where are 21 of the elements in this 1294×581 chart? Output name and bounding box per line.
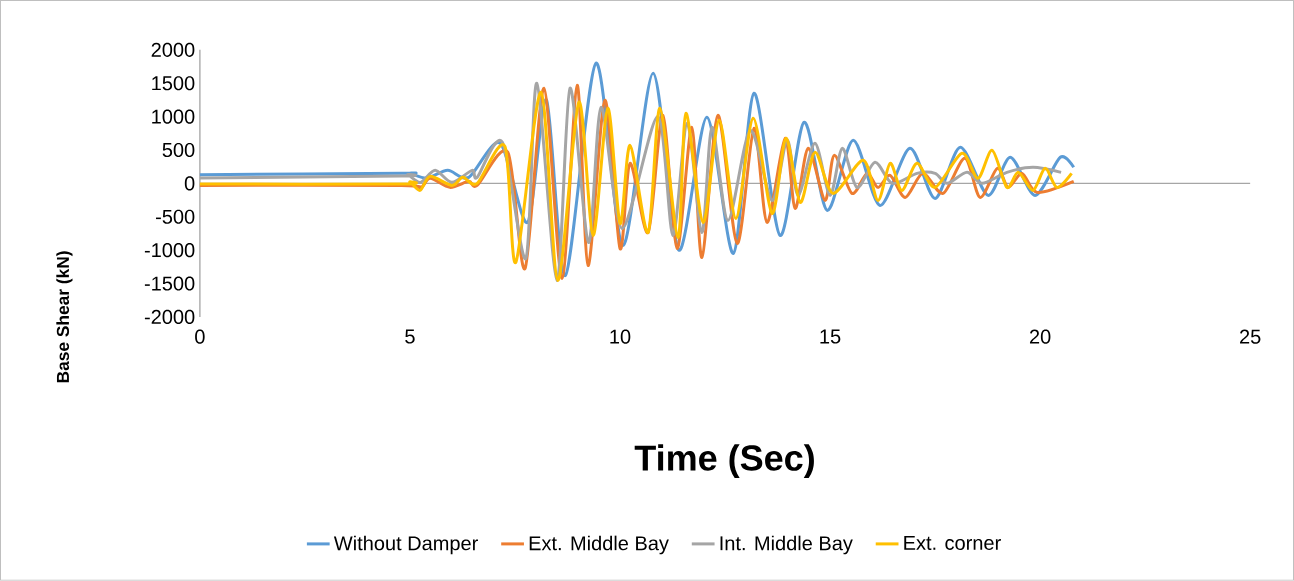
y-tick-label: -1500 bbox=[144, 276, 195, 291]
x-axis-title: Time (Sec) bbox=[634, 444, 814, 478]
x-tick-label: 20 bbox=[1029, 329, 1051, 344]
x-tick-label: 5 bbox=[405, 329, 415, 344]
y-tick-label: 2000 bbox=[151, 42, 195, 58]
x-tick-label: 0 bbox=[195, 329, 205, 344]
legend-label: Without Damper bbox=[333, 535, 478, 555]
y-tick-label: 0 bbox=[184, 176, 195, 191]
y-tick-label: -1000 bbox=[144, 243, 195, 258]
y-tick-label: 500 bbox=[162, 143, 195, 158]
y-tick-label: 1000 bbox=[152, 109, 195, 124]
x-tick-label: 10 bbox=[610, 329, 631, 344]
y-tick-label: 1500 bbox=[152, 76, 195, 91]
legend-label: Int. Middle Bay bbox=[720, 535, 853, 555]
legend-label: Ext. corner bbox=[904, 536, 1001, 551]
y-tick-label: -2000 bbox=[144, 309, 195, 325]
y-tick-label: -500 bbox=[156, 209, 195, 224]
legend-label: Ext. Middle Bay bbox=[529, 535, 669, 555]
x-tick-label: 15 bbox=[820, 329, 841, 344]
y-axis-title: Base Shear (kN) bbox=[56, 251, 73, 383]
x-tick-label: 25 bbox=[1240, 329, 1261, 344]
